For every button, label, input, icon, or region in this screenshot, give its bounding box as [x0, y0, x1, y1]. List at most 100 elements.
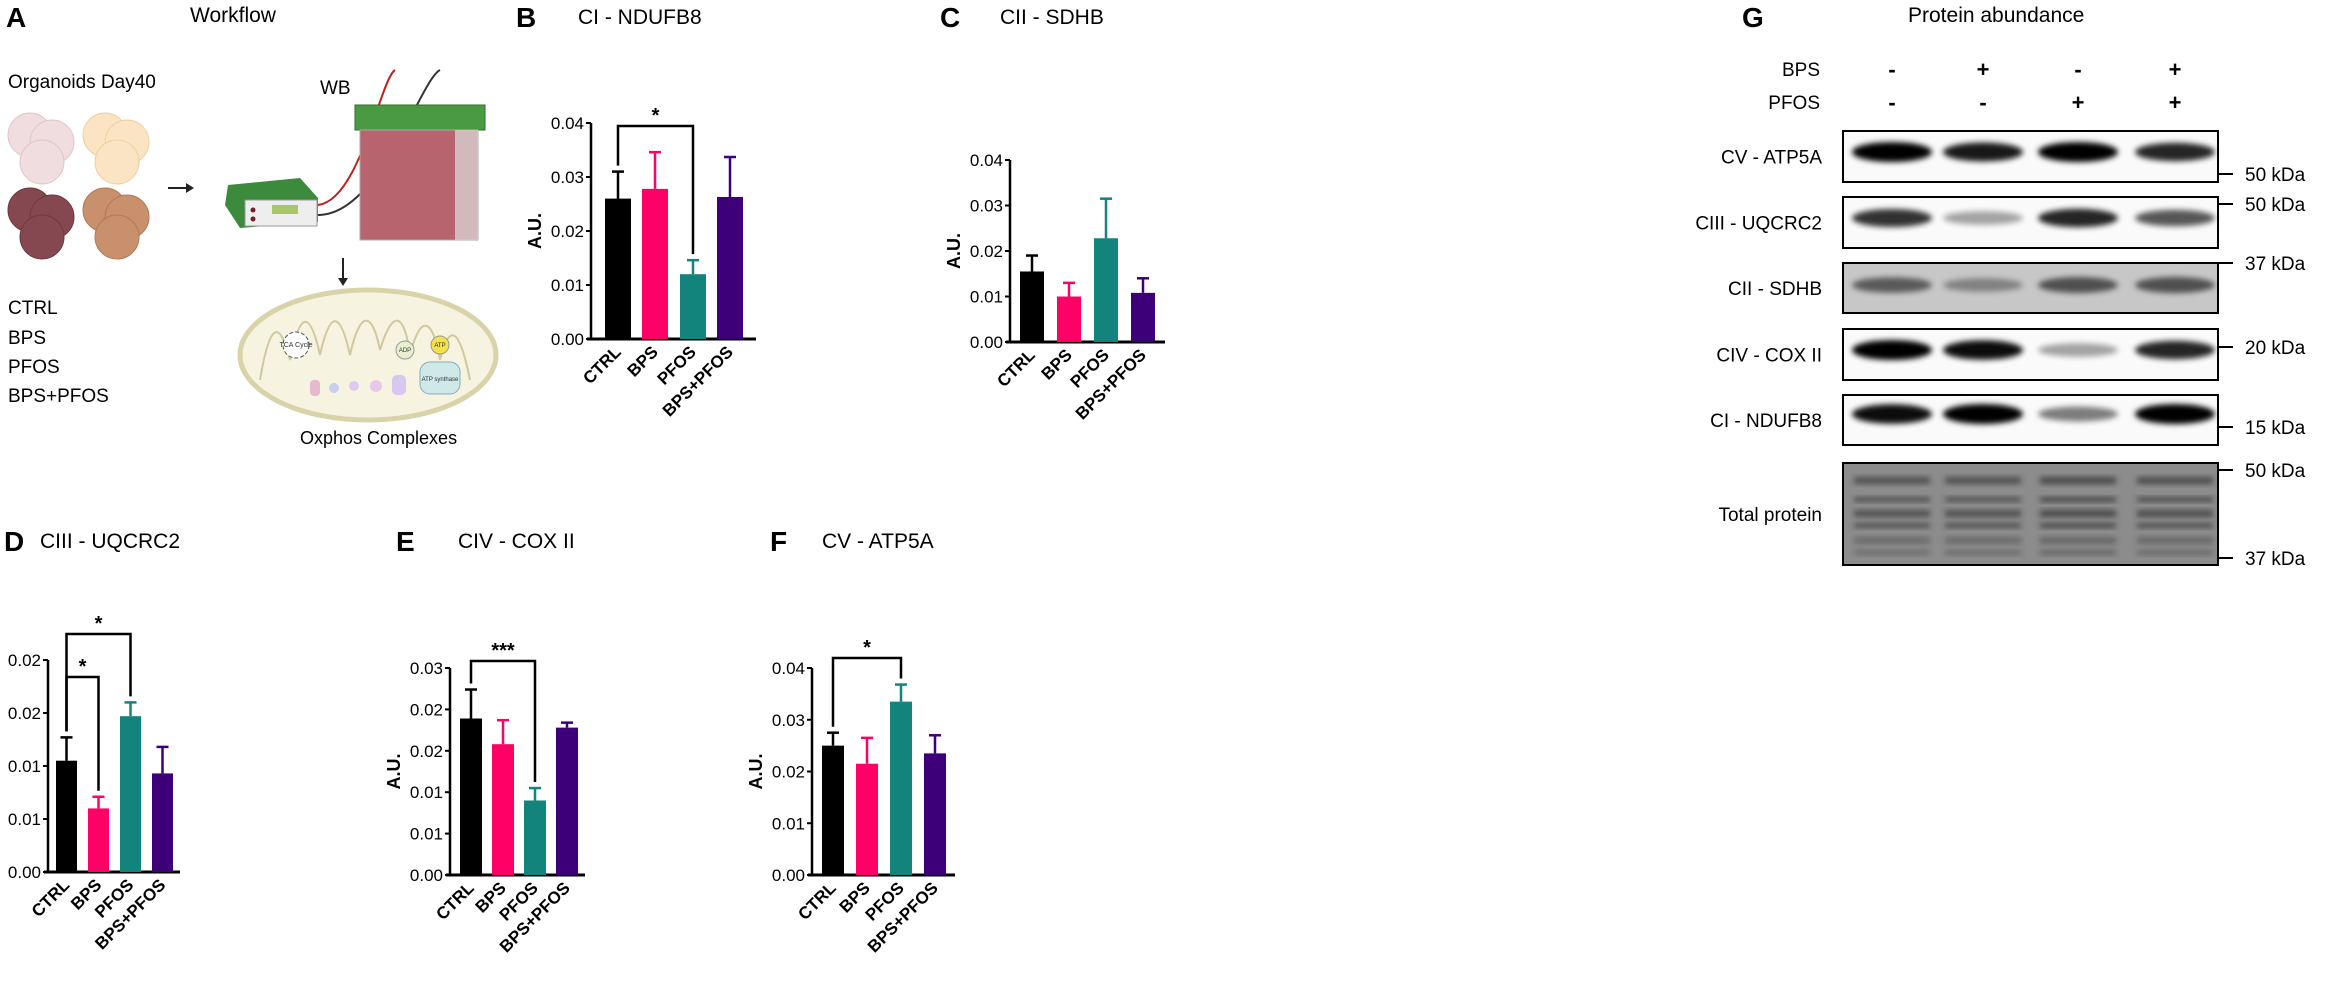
bar-bps	[642, 188, 668, 339]
treatment-sign: -	[2074, 57, 2081, 82]
protein-band	[2137, 510, 2213, 517]
bar-ctrl	[822, 745, 844, 875]
y-tick-label: 0.02	[410, 742, 443, 761]
protein-band	[1943, 404, 2023, 424]
blot-label: CV - ATP5A	[1721, 148, 1822, 169]
y-tick-label: 0.03	[970, 197, 1003, 216]
bar-ctrl	[56, 760, 77, 872]
blot-label: Total protein	[1718, 505, 1822, 526]
protein-band	[2135, 340, 2215, 360]
protein-band	[1943, 142, 2023, 162]
significance-bracket	[831, 656, 903, 727]
workflow-illustration: TCA Cycle ADP ATP ATP synthase	[7, 69, 499, 423]
x-tick-label: CTRL	[432, 878, 477, 923]
panel-g-title: Protein abundance	[1908, 4, 2085, 27]
y-tick-label: 0.03	[410, 659, 443, 678]
panel-a-letter: A	[6, 2, 27, 33]
protein-band	[1943, 211, 2023, 225]
protein-band	[2137, 477, 2213, 484]
y-tick-label: 0.04	[772, 659, 805, 678]
blot-strip	[1842, 394, 2219, 446]
electrophoresis-tank-icon	[354, 104, 486, 241]
bar-pfos	[524, 800, 546, 875]
protein-band	[2038, 208, 2118, 228]
kda-marker-label: 15 kDa	[2245, 418, 2306, 439]
protein-band	[2135, 142, 2215, 162]
chart-D: 0.000.010.010.020.02A.U.CTRLBPSPFOSBPS+P…	[0, 613, 180, 953]
chart-B: 0.000.010.020.030.04A.U.CTRLBPSPFOSBPS+P…	[525, 105, 756, 420]
y-axis-label: A.U.	[384, 754, 404, 790]
oxphos-label: Oxphos Complexes	[300, 428, 458, 448]
y-tick-label: 0.02	[551, 222, 584, 241]
protein-band	[1945, 497, 2021, 502]
chart-C: 0.000.010.020.030.04A.U.CTRLBPSPFOSBPS+P…	[944, 151, 1165, 423]
kda-marker-label: 20 kDa	[2245, 338, 2306, 359]
panel-d-letter: D	[4, 526, 25, 557]
blot-strip	[1842, 462, 2219, 566]
arrow-right-icon	[168, 183, 194, 193]
y-tick-label: 0.01	[8, 757, 41, 776]
protein-band	[2038, 406, 2118, 422]
bar-pfos	[680, 274, 706, 339]
protein-band	[1852, 340, 1932, 360]
workflow-title: Workflow	[190, 4, 276, 27]
blot-strip	[1842, 130, 2219, 183]
tca-cycle-label: TCA Cycle	[279, 342, 312, 349]
protein-band	[2040, 497, 2116, 502]
protein-band	[1943, 278, 2023, 292]
y-tick-label: 0.02	[970, 242, 1003, 261]
mitochondrion-icon: TCA Cycle ADP ATP ATP synthase	[237, 287, 499, 423]
y-tick-label: 0.03	[551, 168, 584, 187]
y-axis-label: A.U.	[944, 233, 964, 269]
blot-strip	[1842, 196, 2219, 249]
significance-stars: *	[652, 105, 660, 127]
protein-band	[1854, 550, 1930, 555]
protein-band	[2040, 550, 2116, 555]
panel-b-title: CI - NDUFB8	[578, 6, 702, 29]
treatment-sign: +	[1977, 57, 1990, 82]
atp-label: ATP	[434, 343, 445, 349]
x-tick-label: CTRL	[579, 342, 624, 387]
protein-band	[1852, 142, 1932, 162]
protein-band	[1945, 477, 2021, 484]
protein-band	[1943, 340, 2023, 360]
treatment-sign: +	[2072, 90, 2085, 115]
significance-stars: ***	[491, 640, 515, 662]
y-tick-label: 0.02	[8, 651, 41, 670]
y-tick-label: 0.02	[772, 763, 805, 782]
y-tick-label: 0.00	[8, 863, 41, 882]
bar-bps-pfos	[924, 753, 946, 875]
wb-label: WB	[320, 78, 351, 99]
protein-band	[2135, 277, 2215, 293]
kda-marker-label: 50 kDa	[2245, 165, 2306, 186]
y-axis-label: A.U.	[746, 754, 766, 790]
panel-c-letter: C	[940, 2, 961, 33]
protein-band	[2040, 510, 2116, 517]
panel-b-letter: B	[516, 2, 537, 33]
y-tick-label: 0.02	[410, 700, 443, 719]
treatment-sign: -	[1979, 90, 1986, 115]
bar-bps	[88, 808, 109, 872]
panel-e-title: CIV - COX II	[458, 530, 575, 553]
panel-c-title: CII - SDHB	[1000, 6, 1104, 29]
protein-band	[1945, 510, 2021, 517]
treatment-label-pfos: PFOS	[1768, 93, 1820, 114]
y-tick-label: 0.04	[551, 114, 584, 133]
treatment-label-bps: BPS	[1781, 60, 1820, 81]
y-tick-label: 0.00	[551, 330, 584, 349]
x-tick-label: CTRL	[993, 345, 1038, 390]
bar-bps	[1057, 296, 1081, 342]
kda-marker-label: 50 kDa	[2245, 195, 2306, 216]
y-axis-label: A.U.	[525, 213, 545, 249]
y-tick-label: 0.04	[970, 151, 1003, 170]
y-tick-label: 0.03	[772, 711, 805, 730]
y-tick-label: 0.01	[410, 783, 443, 802]
protein-band	[2137, 497, 2213, 502]
significance-bracket	[616, 124, 695, 255]
protein-band	[2135, 404, 2215, 424]
chart-F: 0.000.010.020.030.04A.U.CTRLBPSPFOSBPS+P…	[746, 637, 955, 956]
kda-marker-label: 37 kDa	[2245, 549, 2306, 570]
protein-band	[1945, 537, 2021, 544]
organoid-icons	[7, 112, 150, 260]
